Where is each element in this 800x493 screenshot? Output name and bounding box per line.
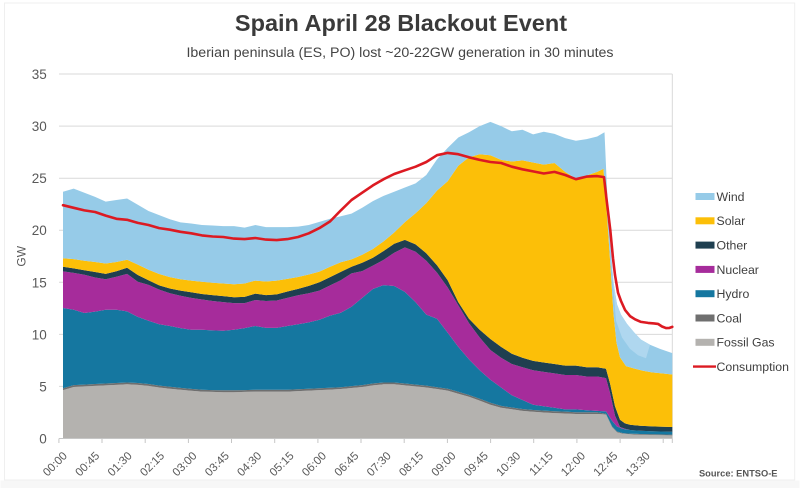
svg-text:15: 15 xyxy=(32,275,47,290)
svg-text:Source: ENTSO-E: Source: ENTSO-E xyxy=(699,469,778,479)
svg-text:20: 20 xyxy=(32,223,47,238)
svg-text:35: 35 xyxy=(32,67,47,82)
svg-text:10: 10 xyxy=(32,327,47,342)
svg-text:Hydro: Hydro xyxy=(717,287,750,301)
svg-text:Consumption: Consumption xyxy=(717,360,790,374)
svg-text:Solar: Solar xyxy=(717,214,746,228)
svg-text:Other: Other xyxy=(717,239,748,253)
svg-text:Nuclear: Nuclear xyxy=(717,263,759,277)
svg-text:Spain April 28 Blackout Event: Spain April 28 Blackout Event xyxy=(235,10,567,36)
svg-text:Wind: Wind xyxy=(717,190,745,204)
svg-text:25: 25 xyxy=(32,171,47,186)
svg-text:30: 30 xyxy=(32,119,47,134)
svg-text:Coal: Coal xyxy=(717,311,742,325)
svg-text:Fossil Gas: Fossil Gas xyxy=(717,336,775,350)
svg-text:GW: GW xyxy=(15,245,29,266)
svg-text:5: 5 xyxy=(39,379,47,394)
svg-text:Iberian peninsula (ES, PO) los: Iberian peninsula (ES, PO) lost ~20-22GW… xyxy=(186,45,613,61)
svg-text:0: 0 xyxy=(39,432,47,447)
